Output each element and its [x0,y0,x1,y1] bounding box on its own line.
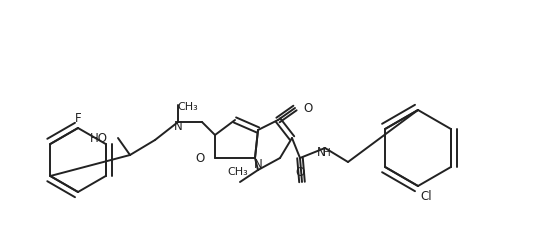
Text: CH₃: CH₃ [228,167,248,177]
Text: O: O [196,152,205,164]
Text: CH₃: CH₃ [178,102,198,112]
Text: N: N [317,146,325,160]
Text: N: N [254,157,262,171]
Text: O: O [303,102,312,114]
Text: HO: HO [90,132,108,144]
Text: H: H [323,148,331,158]
Text: N: N [173,120,182,132]
Text: F: F [75,112,81,124]
Text: Cl: Cl [420,190,431,203]
Text: O: O [295,165,305,179]
